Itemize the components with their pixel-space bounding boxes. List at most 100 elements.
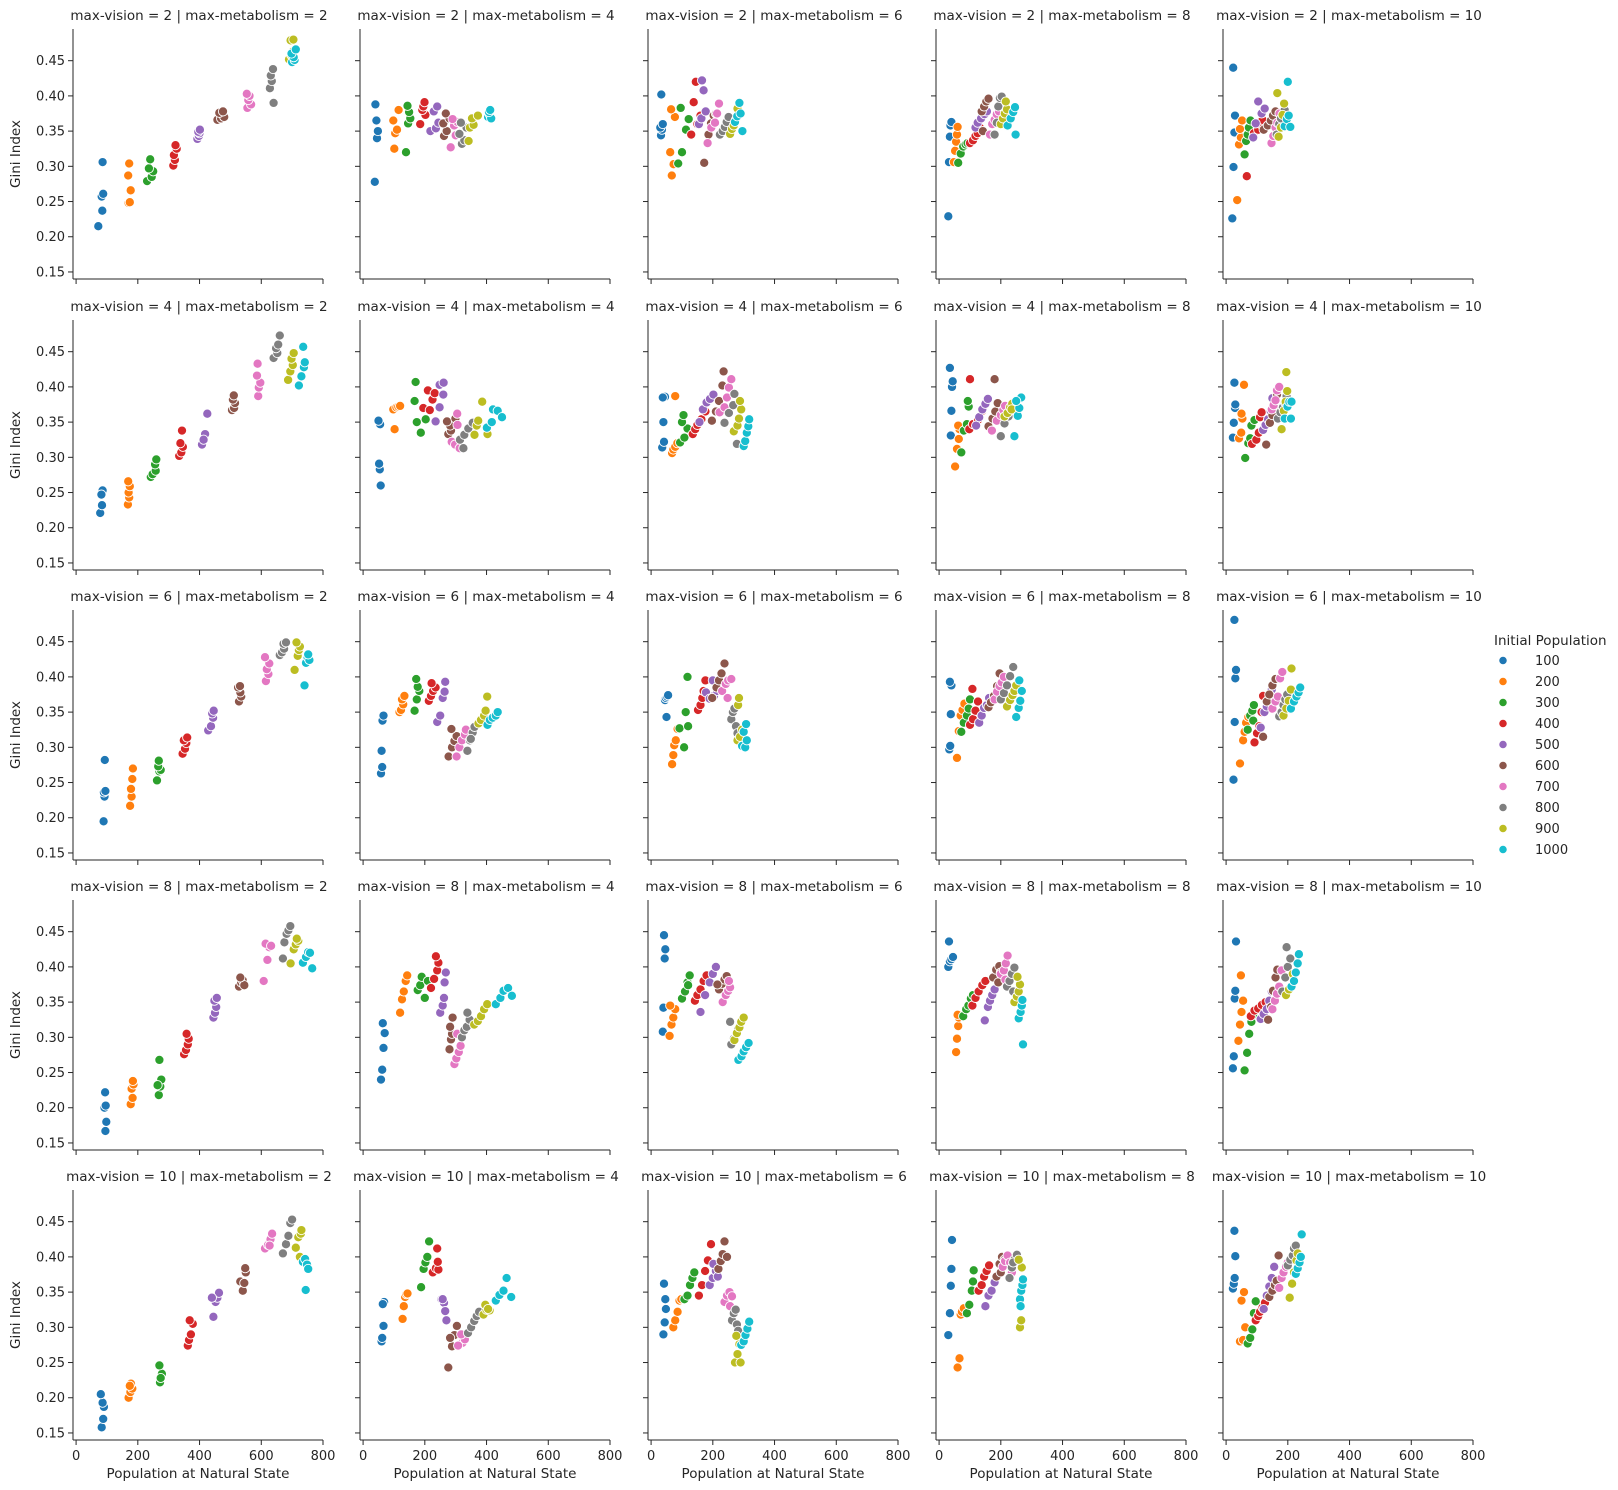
data-point (967, 1276, 979, 1287)
data-point (956, 447, 967, 458)
facet-title: max-vision = 10 | max-metabolism = 2 (66, 1169, 332, 1185)
data-point (1009, 102, 1021, 113)
y-tick-label: 0.15 (36, 265, 65, 280)
data-point (454, 128, 465, 139)
legend: Initial Population 100 200 300 400 500 600 700… (1494, 633, 1607, 858)
data-point (153, 1090, 164, 1101)
x-tick-label: 800 (1461, 1449, 1486, 1464)
data-point (947, 951, 959, 963)
data-point (954, 1353, 965, 1364)
data-point (291, 933, 302, 944)
facet-panel: max-vision = 6 | max-metabolism = 2 0.15 0… (8, 589, 328, 865)
data-point (372, 126, 383, 137)
data-point (1263, 1014, 1274, 1025)
data-point (415, 427, 426, 438)
data-point (1229, 377, 1240, 388)
data-point (482, 691, 493, 702)
data-point (99, 754, 110, 766)
data-point (1250, 118, 1261, 129)
facet-panel: max-vision = 6 | max-metabolism = 6 (643, 589, 903, 865)
data-point (127, 1092, 138, 1103)
data-point (446, 723, 457, 735)
data-point (951, 752, 963, 763)
legend-label: 200 (1535, 675, 1560, 690)
data-point (97, 157, 108, 168)
data-point (1277, 666, 1288, 678)
data-point (695, 1006, 706, 1018)
data-point (184, 1315, 195, 1326)
data-point (438, 389, 449, 400)
data-point (1014, 675, 1025, 686)
y-tick-label: 0.25 (36, 776, 65, 791)
data-point (419, 992, 430, 1003)
facet-panel: max-vision = 2 | max-metabolism = 10 (1216, 8, 1482, 284)
x-tick-label: 600 (536, 1449, 561, 1464)
data-point (291, 637, 302, 648)
data-point (686, 129, 697, 140)
data-point (124, 158, 135, 169)
data-point (735, 1357, 746, 1368)
data-point (700, 990, 711, 1001)
data-point (447, 1012, 458, 1023)
data-point (492, 707, 503, 718)
data-point (152, 1080, 163, 1091)
data-point (288, 34, 299, 45)
data-point (1295, 1251, 1306, 1262)
data-point (1248, 715, 1259, 726)
legend-label: 400 (1535, 717, 1560, 732)
facet-title: max-vision = 10 | max-metabolism = 8 (929, 1169, 1195, 1185)
data-point (1269, 1261, 1280, 1272)
data-point (181, 1028, 192, 1039)
data-point (1287, 1278, 1298, 1289)
facet-title: max-vision = 10 | max-metabolism = 6 (641, 1169, 907, 1185)
data-point (660, 1303, 671, 1315)
data-point (285, 958, 296, 969)
data-point (673, 158, 684, 169)
data-point (506, 990, 517, 1001)
data-point (736, 404, 747, 415)
data-point (266, 940, 277, 951)
data-point (670, 391, 681, 402)
data-point (726, 673, 737, 685)
data-point (668, 750, 679, 761)
data-point (437, 1294, 448, 1305)
data-point (944, 1308, 955, 1319)
data-point (440, 108, 451, 119)
data-point (235, 972, 246, 983)
data-point (176, 425, 188, 436)
data-point (97, 205, 108, 216)
data-point (688, 97, 699, 108)
data-point (100, 1125, 111, 1137)
facet-title: max-vision = 6 | max-metabolism = 10 (1216, 589, 1482, 605)
data-point (1005, 671, 1016, 682)
data-point (683, 980, 694, 991)
data-point (657, 119, 668, 130)
data-point (658, 436, 670, 447)
data-point (378, 710, 389, 721)
data-point (143, 163, 154, 174)
data-point (1285, 413, 1296, 424)
data-point (718, 366, 729, 377)
y-axis-label: Gini Index (8, 701, 24, 769)
facet-panel: max-vision = 8 | max-metabolism = 8 (931, 879, 1191, 1155)
data-point (419, 97, 430, 108)
x-tick-label: 800 (598, 1449, 623, 1464)
data-point (373, 415, 384, 426)
data-point (239, 1277, 250, 1289)
y-axis-label: Gini Index (8, 120, 24, 188)
data-point (1017, 1274, 1029, 1285)
data-point (953, 433, 964, 445)
data-point (946, 1234, 958, 1246)
data-point (1279, 98, 1290, 109)
data-point (700, 1265, 711, 1277)
data-point (98, 1413, 109, 1424)
data-point (1274, 381, 1285, 392)
data-point (1017, 994, 1028, 1006)
x-tick-label: 0 (359, 1449, 367, 1464)
data-point (264, 1240, 275, 1251)
data-point (1292, 958, 1303, 969)
data-point (123, 476, 134, 487)
data-point (458, 443, 469, 454)
data-point (660, 944, 671, 955)
data-point (1008, 661, 1019, 673)
